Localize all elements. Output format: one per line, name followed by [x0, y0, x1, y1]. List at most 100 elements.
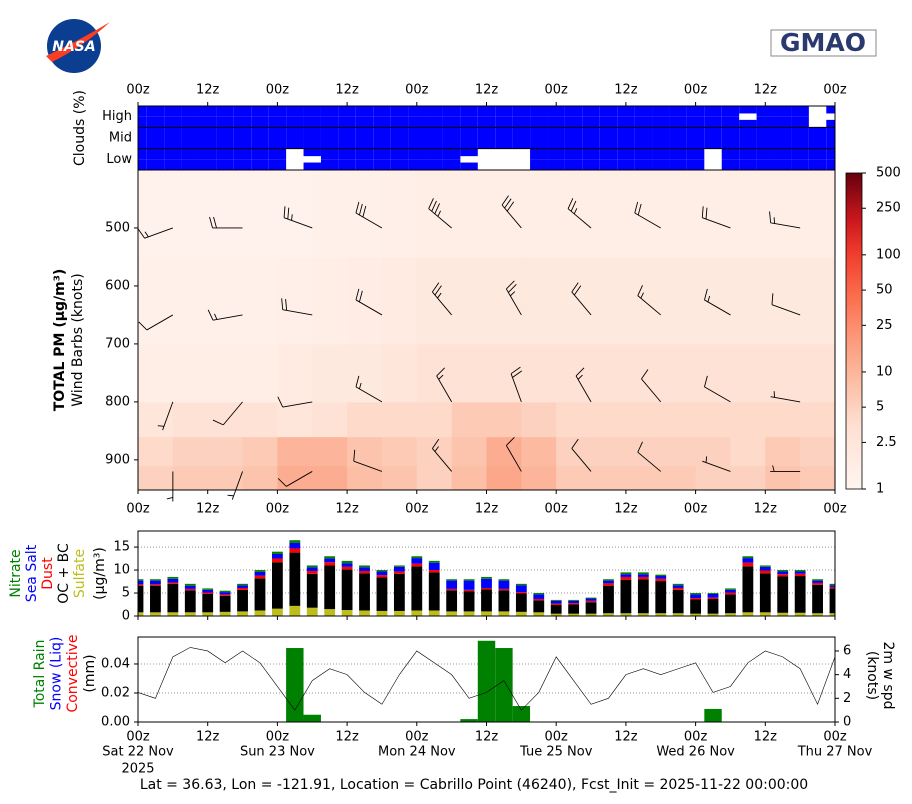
rain-bar — [286, 648, 304, 722]
cloud-cell — [425, 159, 443, 170]
aerosol-bar — [481, 587, 492, 590]
cloud-cell — [442, 159, 461, 170]
aerosol-bar — [254, 610, 266, 616]
cloud-cell — [721, 159, 740, 170]
wind-barb — [510, 366, 523, 403]
aerosol-bar — [515, 611, 527, 616]
pm-cell — [556, 256, 592, 345]
pm-cell — [556, 465, 592, 490]
cloud-cell — [286, 127, 304, 138]
cloud-cell — [286, 116, 304, 128]
gmao-logo: GMAO — [770, 28, 877, 57]
aerosol-bar — [428, 570, 440, 573]
cloud-cell — [408, 127, 426, 138]
aerosol-bar — [219, 590, 231, 593]
x-tick-label: 12z — [335, 730, 359, 745]
aerosol-bar — [515, 593, 527, 612]
pm-cell — [765, 256, 801, 345]
cloud-cell — [634, 148, 653, 160]
cloud-cell — [477, 138, 496, 149]
pm-cell — [695, 170, 731, 258]
cloud-cell — [303, 138, 321, 149]
aerosol-bar — [742, 566, 754, 613]
cloud-cell — [652, 138, 670, 149]
aerosol-bar — [690, 613, 702, 616]
aerosol-bar — [725, 613, 736, 616]
pm-cell — [486, 465, 522, 490]
cloud-cell — [495, 116, 513, 128]
aerosol-bar — [707, 593, 719, 598]
pm-cell — [172, 401, 209, 438]
cloud-cell — [138, 106, 147, 117]
wind-barb — [166, 471, 174, 502]
cloud-cell — [826, 148, 835, 160]
cloud-cell — [138, 148, 147, 160]
aerosol-bar — [428, 610, 440, 616]
cloud-cell — [216, 159, 234, 170]
pm-cell — [730, 343, 766, 403]
pm-cell — [138, 465, 174, 490]
aerosol-bar — [446, 590, 458, 612]
aerosol-bar — [498, 579, 510, 581]
aerosol-bar — [481, 578, 492, 588]
pm-cell — [451, 256, 487, 345]
aerosol-bar — [271, 553, 283, 559]
colorbar-tick-label: 100 — [876, 247, 901, 262]
x-tick-label: 12z — [196, 502, 220, 517]
aerosol-bar — [533, 612, 545, 616]
pm-cell — [172, 170, 209, 258]
aerosol-bar — [585, 602, 597, 614]
x-tick-label: 00z — [126, 730, 150, 745]
pm-cell — [451, 465, 487, 490]
pm-cell — [347, 170, 383, 258]
pm-cell — [381, 436, 418, 467]
cloud-cell — [390, 138, 409, 149]
cloud-cell — [320, 106, 339, 117]
cloud-cell — [739, 159, 757, 170]
aerosol-bar — [138, 579, 144, 581]
legend-label: Nitrate — [8, 549, 24, 597]
cloud-cell — [599, 116, 618, 128]
aerosol-bar — [202, 592, 214, 594]
cloud-cell — [512, 106, 531, 117]
aerosol-bar — [620, 574, 632, 577]
wind-barb — [428, 198, 452, 229]
y-tick-label: 0 — [122, 609, 130, 624]
cloud-cell — [268, 127, 287, 138]
aerosol-bar — [759, 612, 771, 616]
pm-cell — [138, 170, 174, 258]
aerosol-bar — [324, 565, 336, 610]
aerosol-bar — [759, 573, 771, 613]
pm-cell — [660, 256, 697, 345]
aerosol-bar — [603, 580, 614, 584]
cloud-cell — [181, 106, 199, 117]
pm-cell — [138, 401, 174, 438]
pm-cell — [242, 256, 278, 345]
cloud-cell — [669, 159, 687, 170]
aerosol-bar — [150, 579, 161, 581]
cloud-cell — [355, 116, 374, 128]
aerosol-bar — [219, 611, 231, 616]
cloud-cell — [338, 159, 356, 170]
aerosol-bar — [550, 613, 562, 616]
cloud-cell — [320, 127, 339, 138]
cloud-cell — [652, 159, 670, 170]
pm-cell — [172, 256, 209, 345]
pm-cell — [277, 436, 313, 467]
heatmap-cells — [138, 170, 835, 490]
cloud-cell — [634, 106, 653, 117]
aerosol-bar — [568, 603, 580, 605]
legend-label: Snow (Liq) — [49, 637, 65, 711]
x-tick-label: 00z — [266, 83, 290, 98]
aerosol-bar — [655, 574, 667, 577]
pm-cell — [591, 170, 627, 258]
cloud-cell — [686, 116, 705, 128]
aerosol-bar — [324, 609, 336, 616]
cloud-cell — [652, 106, 670, 117]
aerosol-bar — [341, 560, 353, 564]
aerosol-bar — [515, 583, 527, 586]
y-tick-label: 700 — [105, 336, 130, 351]
aerosol-bar — [725, 588, 736, 590]
date-label: Mon 24 Nov — [378, 745, 456, 760]
